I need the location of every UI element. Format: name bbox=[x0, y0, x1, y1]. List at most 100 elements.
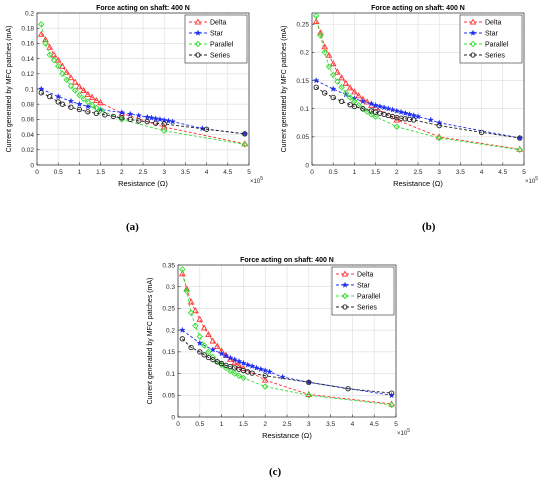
chart-1-legend-marker bbox=[469, 29, 477, 36]
caption-c: (c) bbox=[269, 466, 282, 478]
chart-2-legend-item-delta: Delta bbox=[336, 270, 373, 279]
chart-2-data-point bbox=[178, 270, 186, 277]
chart-0-data-point bbox=[97, 107, 104, 114]
chart-1-series-star bbox=[312, 77, 524, 141]
chart-2-data-point bbox=[218, 360, 225, 367]
chart-0-x-tick-label: 5 bbox=[247, 169, 251, 176]
chart-1-series-parallel bbox=[313, 12, 523, 154]
chart-1-data-point bbox=[346, 94, 354, 101]
chart-2-data-point bbox=[244, 361, 252, 368]
chart-1-data-point bbox=[329, 85, 337, 92]
chart-0-data-point bbox=[118, 109, 126, 116]
chart-1-data-point bbox=[427, 116, 435, 123]
chart-0-y-axis-label: Current generated by MFC patches (mA) bbox=[6, 26, 13, 153]
chart-0-data-point bbox=[71, 87, 79, 94]
chart-1-y-tick-label: 0.05 bbox=[296, 134, 309, 141]
chart-0-data-point bbox=[143, 113, 151, 120]
chart-2-x-tick-label: 1.5 bbox=[239, 421, 248, 428]
chart-0-data-point bbox=[160, 123, 168, 130]
chart-2-data-point bbox=[235, 357, 243, 365]
chart-0-data-point bbox=[67, 82, 75, 90]
chart-0-data-point bbox=[55, 99, 61, 105]
chart-1-data-point bbox=[435, 134, 443, 142]
chart-2-data-point bbox=[261, 367, 269, 374]
chart-0-series-star bbox=[37, 85, 249, 137]
chart-2-y-tick-label: 0 bbox=[171, 414, 175, 421]
chart-2-legend-label: Delta bbox=[357, 272, 373, 279]
chart-1-legend-marker bbox=[470, 52, 476, 58]
chart-2-data-point bbox=[248, 362, 256, 369]
chart-2-data-point bbox=[345, 386, 351, 392]
chart-1-data-point bbox=[355, 92, 363, 99]
chart-1-data-point bbox=[411, 117, 417, 123]
chart-0-y-tick-label: 0.04 bbox=[21, 132, 34, 139]
chart-0-x-multiplier-exponent: 5 bbox=[260, 176, 263, 182]
chart-2-data-point bbox=[240, 374, 247, 382]
chart-0-x-axis-label: Resistance (Ω) bbox=[118, 179, 168, 188]
chart-1-data-point bbox=[372, 101, 379, 109]
chart-1-series-line bbox=[315, 15, 520, 151]
chart-1-data-point bbox=[363, 98, 371, 105]
chart-2-series-series bbox=[179, 336, 395, 396]
chart-0-data-point bbox=[37, 30, 45, 37]
chart-0-y-tick-label: 0.06 bbox=[21, 117, 34, 124]
chart-0-data-point bbox=[46, 51, 53, 59]
chart-1-data-point bbox=[397, 108, 405, 115]
chart-0-data-point bbox=[242, 131, 248, 137]
chart-2-series-line bbox=[182, 338, 392, 394]
chart-0-data-point bbox=[93, 110, 100, 116]
chart-2-data-point bbox=[187, 298, 195, 305]
chart-0-data-point bbox=[136, 118, 142, 124]
chart-0-data-point bbox=[97, 99, 104, 106]
chart-0-legend-label: Delta bbox=[210, 20, 226, 27]
chart-1-data-point bbox=[414, 113, 422, 120]
chart-2-legend-marker bbox=[341, 292, 349, 300]
chart-2-data-point bbox=[209, 337, 217, 344]
chart-1-axes-frame bbox=[311, 12, 525, 166]
chart-0-data-point bbox=[169, 118, 176, 125]
chart-1-data-point bbox=[338, 84, 345, 91]
chart-0-data-point bbox=[67, 97, 75, 104]
chart-1-data-point bbox=[393, 123, 401, 130]
chart-1-legend-marker bbox=[469, 18, 477, 25]
chart-1-x-tick-label: 2.5 bbox=[413, 169, 422, 176]
chart-0-data-point bbox=[156, 115, 164, 123]
chart-0-data-point bbox=[76, 100, 83, 107]
chart-1-data-point bbox=[329, 60, 337, 67]
chart-2-data-point bbox=[305, 392, 313, 399]
chart-0-axes-frame bbox=[36, 12, 250, 166]
chart-1-data-point bbox=[359, 97, 367, 105]
chart-0-y-tick-label: 0.16 bbox=[21, 41, 34, 48]
chart-1-data-point bbox=[436, 122, 442, 129]
chart-2-data-point bbox=[306, 379, 312, 385]
chart-0-legend-marker bbox=[194, 40, 202, 48]
chart-0-data-point bbox=[119, 115, 125, 121]
chart-1-y-tick-label: 0.1 bbox=[300, 106, 309, 113]
chart-0-x-tick-label: 4 bbox=[205, 169, 209, 176]
chart-1-data-point bbox=[517, 135, 523, 141]
chart-1-x-tick-label: 3 bbox=[437, 169, 441, 176]
chart-0-x-tick-label: 4.5 bbox=[223, 169, 232, 176]
chart-1-data-point bbox=[325, 63, 333, 70]
chart-1-title: Force acting on shaft: 400 N bbox=[371, 5, 465, 12]
chart-2-legend: Delta Star Parallel Series bbox=[331, 266, 395, 316]
chart-1-x-multiplier: ×105 bbox=[525, 176, 538, 185]
chart-2-x-tick-label: 0 bbox=[176, 421, 180, 428]
chart-0-legend-marker bbox=[195, 52, 201, 58]
chart-2-data-point bbox=[231, 359, 239, 366]
chart-1-legend-label: Series bbox=[485, 53, 505, 60]
chart-2-data-point bbox=[257, 365, 265, 373]
chart-1-data-point bbox=[516, 146, 523, 154]
chart-0-data-point bbox=[160, 127, 168, 135]
chart-1-data-point bbox=[312, 77, 320, 84]
chart-1-data-point bbox=[313, 12, 320, 20]
chart-0-y-tick-label: 0.18 bbox=[21, 26, 34, 33]
chart-1-x-tick-label: 1.5 bbox=[371, 169, 380, 176]
chart-2-data-point bbox=[192, 322, 199, 330]
chart-0-data-point bbox=[47, 93, 53, 100]
chart-2-x-tick-label: 3.5 bbox=[326, 421, 335, 428]
chart-0-legend-label: Series bbox=[210, 53, 230, 60]
chart-2-data-point bbox=[240, 359, 247, 366]
chart-2-data-point bbox=[214, 359, 220, 365]
chart-0-x-multiplier-base: ×10 bbox=[250, 179, 261, 185]
